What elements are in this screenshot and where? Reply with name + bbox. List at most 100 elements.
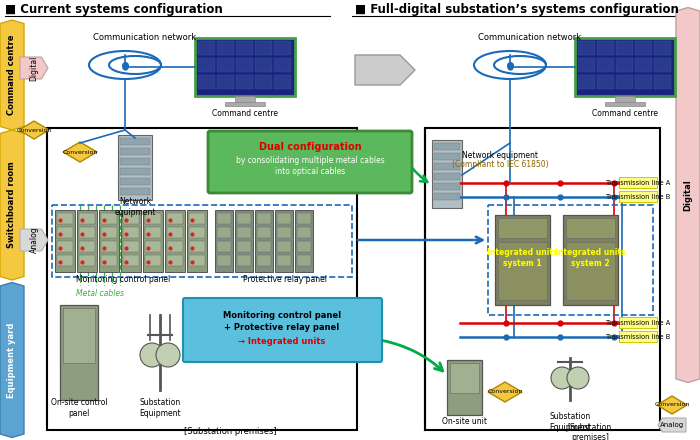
Polygon shape <box>0 282 24 437</box>
Bar <box>605 102 645 106</box>
Text: Equipment yard: Equipment yard <box>8 323 17 398</box>
Bar <box>198 41 215 55</box>
Text: Digital: Digital <box>683 179 692 211</box>
Text: by consolidating multiple metal cables: by consolidating multiple metal cables <box>236 155 384 165</box>
Bar <box>434 193 460 200</box>
Bar <box>566 218 615 238</box>
Bar <box>274 75 291 89</box>
Bar <box>597 58 614 72</box>
Bar <box>488 205 653 315</box>
Text: (Compliant to IEC 61850): (Compliant to IEC 61850) <box>452 160 548 169</box>
Bar <box>434 153 460 160</box>
Bar <box>425 128 660 430</box>
Bar <box>495 215 550 305</box>
Bar <box>563 215 618 305</box>
Bar <box>654 75 671 89</box>
Bar <box>255 210 273 272</box>
Bar <box>615 96 635 102</box>
Text: On-site unit: On-site unit <box>442 418 486 426</box>
Polygon shape <box>0 130 24 280</box>
Bar <box>447 360 482 415</box>
Bar <box>189 255 205 266</box>
Bar <box>257 213 271 224</box>
Text: [Substation
premises]: [Substation premises] <box>568 422 612 440</box>
Bar <box>236 75 253 89</box>
Text: Protective relay panel: Protective relay panel <box>243 275 327 283</box>
Bar <box>60 305 98 400</box>
Bar <box>616 41 633 55</box>
Bar <box>57 255 73 266</box>
Text: Switchboard room: Switchboard room <box>8 161 17 248</box>
Bar <box>167 241 183 252</box>
Bar <box>120 168 150 175</box>
Bar <box>189 227 205 238</box>
Text: → Integrated units: → Integrated units <box>238 337 326 345</box>
Text: Substation
Equipment: Substation Equipment <box>139 398 181 418</box>
Bar <box>63 308 95 363</box>
Bar <box>145 241 161 252</box>
Text: Transmission line A: Transmission line A <box>606 320 670 326</box>
Bar <box>145 227 161 238</box>
Bar <box>274 58 291 72</box>
Bar <box>295 210 313 272</box>
Bar <box>79 213 95 224</box>
Bar <box>434 163 460 170</box>
Bar <box>217 58 234 72</box>
Text: + Protective relay panel: + Protective relay panel <box>225 323 340 333</box>
Bar <box>195 38 295 96</box>
Text: Communication network: Communication network <box>478 33 582 41</box>
Bar <box>654 41 671 55</box>
Bar <box>616 75 633 89</box>
Bar <box>434 173 460 180</box>
Text: Conversion: Conversion <box>62 150 98 154</box>
Bar <box>635 41 652 55</box>
Bar <box>189 213 205 224</box>
Bar <box>654 58 671 72</box>
Bar <box>434 143 460 150</box>
Circle shape <box>551 367 573 389</box>
Polygon shape <box>20 229 48 251</box>
Bar <box>101 255 117 266</box>
Bar <box>619 177 657 188</box>
Bar <box>597 75 614 89</box>
Polygon shape <box>657 396 687 414</box>
Bar <box>498 242 547 300</box>
Polygon shape <box>355 55 415 85</box>
Bar <box>198 58 215 72</box>
Text: into optical cables: into optical cables <box>275 166 345 176</box>
Bar <box>237 227 251 238</box>
Bar <box>217 41 234 55</box>
Bar <box>120 188 150 195</box>
Bar <box>237 241 251 252</box>
Bar <box>619 191 657 202</box>
Text: [Substation premises]: [Substation premises] <box>183 428 276 436</box>
Bar <box>165 210 185 272</box>
Bar <box>55 210 75 272</box>
Polygon shape <box>19 121 49 139</box>
Circle shape <box>156 343 180 367</box>
Bar <box>57 213 73 224</box>
Bar <box>120 148 150 155</box>
Text: Dual configuration: Dual configuration <box>259 142 361 152</box>
Text: ■ Current systems configuration: ■ Current systems configuration <box>5 3 223 15</box>
Bar <box>277 227 291 238</box>
Bar <box>275 210 293 272</box>
Bar <box>120 138 150 145</box>
Bar <box>235 96 255 102</box>
Bar <box>277 255 291 266</box>
Bar <box>297 255 311 266</box>
Bar <box>217 75 234 89</box>
Text: Transmission line B: Transmission line B <box>606 334 670 340</box>
Bar <box>145 213 161 224</box>
Bar <box>101 213 117 224</box>
Bar <box>143 210 163 272</box>
Text: Command centre: Command centre <box>8 35 17 115</box>
Text: Command centre: Command centre <box>592 109 658 117</box>
Bar <box>578 75 595 89</box>
Bar <box>121 210 141 272</box>
Bar <box>236 41 253 55</box>
Bar <box>123 227 139 238</box>
Text: Communication network: Communication network <box>93 33 197 41</box>
Bar <box>167 255 183 266</box>
Bar <box>237 255 251 266</box>
